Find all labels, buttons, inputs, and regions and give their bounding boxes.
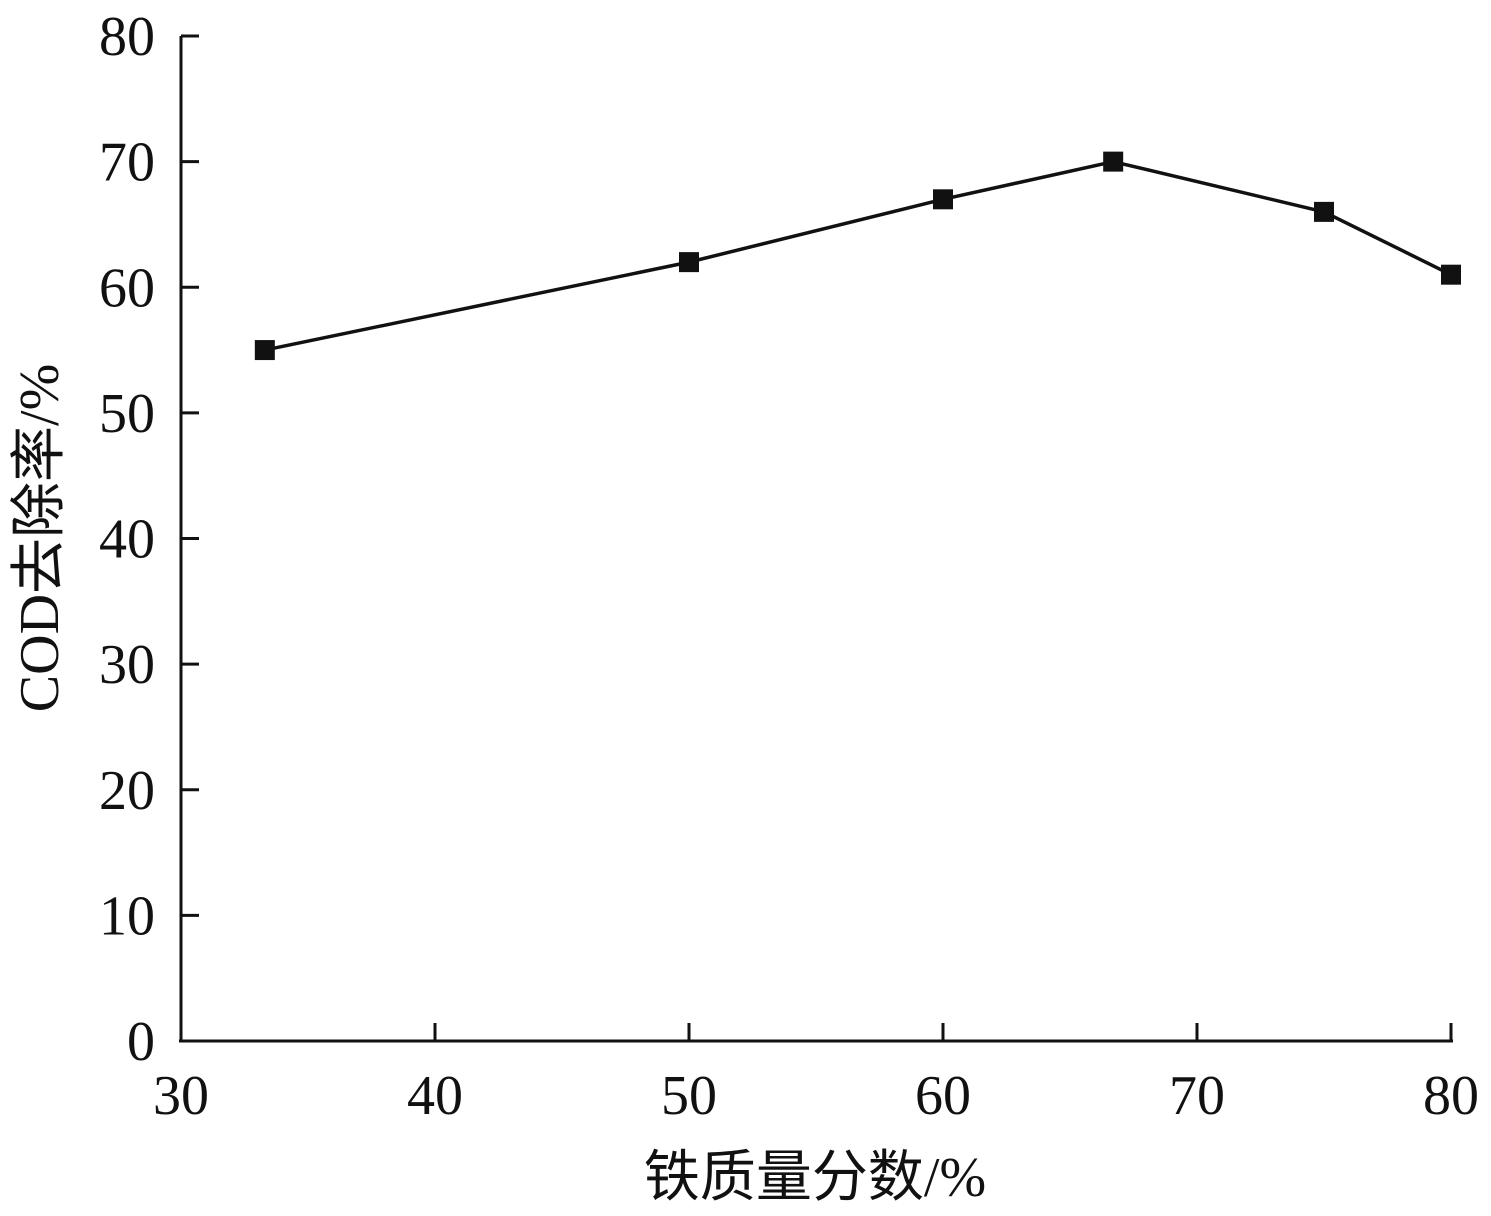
- data-point-marker-5: [1441, 264, 1461, 285]
- data-point-marker-2: [933, 189, 953, 210]
- y-tick-label-30: 30: [99, 634, 155, 696]
- x-tick-label-80: 80: [1423, 1065, 1479, 1127]
- y-tick-label-10: 10: [99, 885, 155, 947]
- data-point-marker-3: [1103, 151, 1124, 172]
- x-tick-label-50: 50: [661, 1065, 717, 1127]
- x-tick-label-30: 30: [153, 1065, 209, 1127]
- series-layer: [254, 151, 1461, 361]
- data-point-marker-0: [254, 340, 275, 361]
- axes: [179, 36, 1453, 1043]
- series-0-line: [264, 159, 1452, 352]
- data-point-marker-1: [679, 252, 699, 273]
- y-tick-label-20: 20: [99, 760, 155, 822]
- ticks: 0 10 20 30 40 50 60 70 80 30 40 50 60 70 80: [99, 6, 1479, 1127]
- x-tick-label-60: 60: [915, 1065, 971, 1127]
- x-axis-title: 铁质量分数/%: [644, 1147, 986, 1209]
- x-tick-label-70: 70: [1169, 1065, 1225, 1127]
- y-tick-label-70: 70: [99, 132, 155, 194]
- x-tick-label-40: 40: [407, 1065, 463, 1127]
- y-tick-label-60: 60: [99, 257, 155, 319]
- y-tick-label-0: 0: [127, 1011, 155, 1073]
- y-tick-label-40: 40: [99, 509, 155, 571]
- y-tick-label-80: 80: [99, 6, 155, 68]
- y-tick-label-50: 50: [99, 383, 155, 445]
- y-axis-title: COD去除率/%: [9, 364, 71, 712]
- data-point-marker-4: [1314, 201, 1334, 222]
